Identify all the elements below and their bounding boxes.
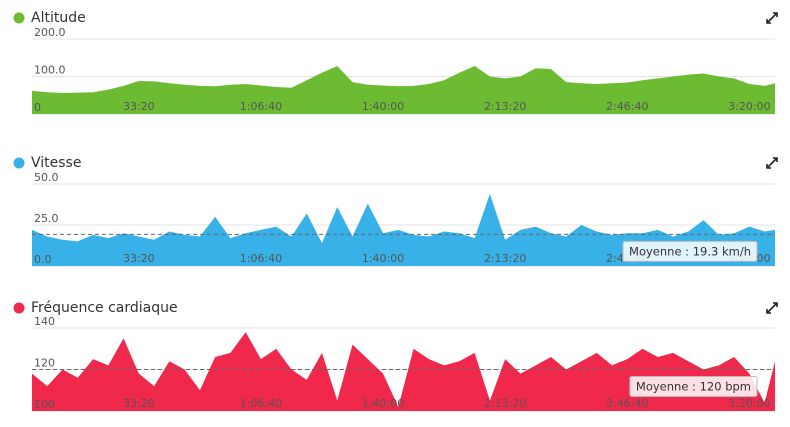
y-tick-label: 0.0 — [34, 253, 52, 266]
x-tick-label: 33:20 — [123, 397, 155, 410]
x-tick-label: 3:20:00 — [728, 397, 770, 410]
plot — [32, 183, 775, 267]
y-tick-label: 50.0 — [34, 171, 59, 184]
x-tick-label: 2:13:20 — [484, 100, 526, 113]
x-tick-label: 33:20 — [123, 100, 155, 113]
x-tick-label: 1:40:00 — [362, 397, 404, 410]
chart-title: Altitude — [31, 10, 86, 26]
y-tick-label: 120 — [34, 357, 55, 370]
expand-icon[interactable] — [766, 157, 778, 169]
y-tick-label: 200.0 — [34, 26, 66, 39]
mean-label-box — [622, 240, 758, 262]
x-tick-label: 3:20:00 — [728, 100, 770, 113]
x-tick-label: 1:40:00 — [362, 100, 404, 113]
expand-icon[interactable] — [766, 302, 778, 314]
area — [32, 332, 775, 411]
y-tick-label: 25.0 — [34, 212, 59, 225]
plot — [32, 38, 775, 115]
x-tick-label: 2:46:40 — [606, 397, 648, 410]
area — [32, 66, 775, 114]
area — [32, 193, 775, 266]
legend-dot — [13, 157, 25, 169]
x-tick-label: 1:06:40 — [240, 397, 282, 410]
y-tick-label: 100 — [34, 398, 55, 411]
legend-dot — [13, 302, 25, 314]
x-tick-label: 1:06:40 — [240, 100, 282, 113]
x-tick-label: 2:13:20 — [484, 252, 526, 265]
x-tick-label: 33:20 — [123, 252, 155, 265]
mean-label-box — [629, 376, 758, 397]
x-tick-label: 1:06:40 — [240, 252, 282, 265]
x-tick-label: 2:46:40 — [606, 100, 648, 113]
y-tick-label: 100.0 — [34, 64, 66, 77]
mean-label: Moyenne : 120 bpm — [636, 380, 751, 394]
chart-title: Fréquence cardiaque — [31, 300, 178, 316]
x-tick-label: 2:13:20 — [484, 397, 526, 410]
expand-icon[interactable] — [766, 12, 778, 24]
y-tick-label: 140 — [34, 315, 55, 328]
chart-title: Vitesse — [31, 155, 81, 171]
y-tick-label: 0 — [34, 101, 41, 114]
legend-dot — [13, 12, 25, 24]
x-tick-label: 1:40:00 — [362, 252, 404, 265]
mean-label: Moyenne : 19.3 km/h — [629, 244, 751, 258]
